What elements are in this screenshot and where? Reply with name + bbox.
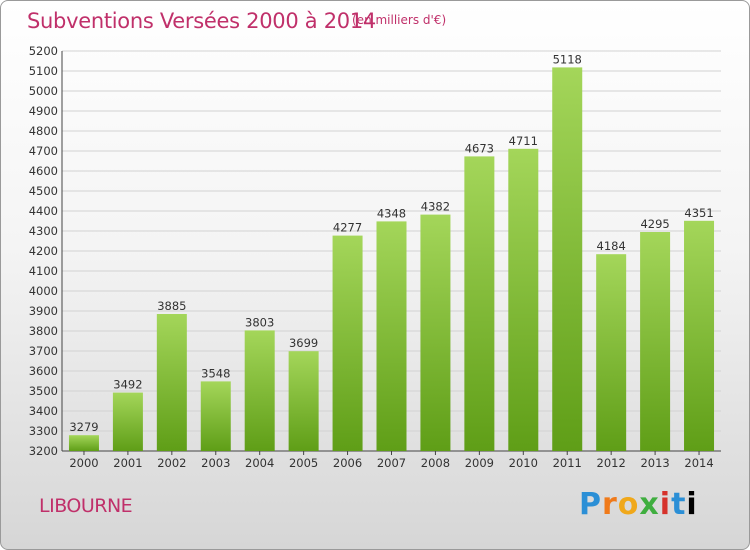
value-label-2011: 5118 <box>553 52 582 66</box>
x-tick-label-2012: 2012 <box>597 456 626 470</box>
x-tick-label-2000: 2000 <box>69 456 98 470</box>
x-tick-label-2002: 2002 <box>157 456 186 470</box>
y-tick-label: 3900 <box>29 304 58 318</box>
y-tick-label: 4900 <box>29 104 58 118</box>
bar-2013 <box>640 232 671 451</box>
value-label-2014: 4351 <box>684 206 713 220</box>
y-tick-label: 4600 <box>29 164 58 178</box>
x-tick-label-2010: 2010 <box>509 456 538 470</box>
value-label-2012: 4184 <box>597 239 626 253</box>
x-tick-label-2008: 2008 <box>421 456 450 470</box>
y-tick-label: 4400 <box>29 204 58 218</box>
bar-2002 <box>156 314 187 451</box>
y-tick-label: 3500 <box>29 384 58 398</box>
x-tick-label-2011: 2011 <box>553 456 582 470</box>
city-name: LIBOURNE <box>39 495 133 517</box>
y-tick-label: 4200 <box>29 244 58 258</box>
x-tick-label-2003: 2003 <box>201 456 230 470</box>
y-tick-label: 3600 <box>29 364 58 378</box>
y-tick-label: 3300 <box>29 424 58 438</box>
value-label-2000: 3279 <box>69 420 98 434</box>
x-tick-label-2006: 2006 <box>333 456 362 470</box>
x-tick-label-2009: 2009 <box>465 456 494 470</box>
y-tick-label: 5100 <box>29 64 58 78</box>
y-tick-label: 5200 <box>29 44 58 58</box>
y-tick-label: 3800 <box>29 324 58 338</box>
value-label-2013: 4295 <box>640 217 669 231</box>
x-tick-label-2001: 2001 <box>113 456 142 470</box>
value-label-2004: 3803 <box>245 315 274 329</box>
proxiti-logo: Proxiti <box>579 487 698 522</box>
y-tick-label: 4800 <box>29 124 58 138</box>
chart-title: Subventions Versées 2000 à 2014 <box>27 9 376 33</box>
bar-2010 <box>508 148 539 452</box>
value-label-2001: 3492 <box>113 378 142 392</box>
y-tick-label: 3400 <box>29 404 58 418</box>
y-tick-label: 4100 <box>29 264 58 278</box>
unit-note: (en milliers d'€) <box>352 13 447 27</box>
bar-2011 <box>552 67 583 452</box>
bar-2004 <box>244 330 275 451</box>
x-tick-label-2005: 2005 <box>289 456 318 470</box>
value-label-2003: 3548 <box>201 366 230 380</box>
bar-2000 <box>68 435 99 451</box>
bar-2001 <box>112 392 143 451</box>
value-label-2007: 4348 <box>377 206 406 220</box>
bar-2006 <box>332 235 363 451</box>
value-label-2010: 4711 <box>509 134 538 148</box>
x-tick-label-2013: 2013 <box>640 456 669 470</box>
x-tick-label-2004: 2004 <box>245 456 274 470</box>
y-tick-label: 3700 <box>29 344 58 358</box>
value-label-2005: 3699 <box>289 336 318 350</box>
bar-2014 <box>684 220 715 451</box>
y-tick-label: 5000 <box>29 84 58 98</box>
y-tick-label: 4500 <box>29 184 58 198</box>
bar-2008 <box>420 214 451 451</box>
y-tick-label: 3200 <box>29 444 58 458</box>
y-tick-label: 4300 <box>29 224 58 238</box>
value-label-2002: 3885 <box>157 299 186 313</box>
bar-2003 <box>200 381 231 451</box>
bar-2009 <box>464 156 495 451</box>
x-tick-label-2014: 2014 <box>684 456 713 470</box>
y-tick-label: 4700 <box>29 144 58 158</box>
bar-2012 <box>596 254 627 451</box>
y-tick-label: 4000 <box>29 284 58 298</box>
value-label-2009: 4673 <box>465 141 494 155</box>
bar-2007 <box>376 221 407 451</box>
value-label-2006: 4277 <box>333 221 362 235</box>
value-label-2008: 4382 <box>421 200 450 214</box>
bar-2005 <box>288 351 319 451</box>
x-tick-label-2007: 2007 <box>377 456 406 470</box>
